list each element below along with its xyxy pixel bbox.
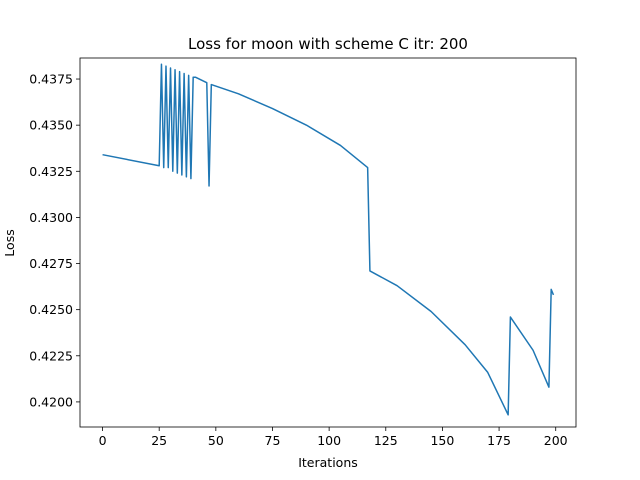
y-axis-ticks: 0.4200 0.4225 0.4250 0.4275 0.4300 0.4325 0.43…: [29, 72, 80, 409]
y-axis-label: Loss: [2, 229, 17, 256]
x-axis-ticks: 0 25 50 75 100 125 150 175 200: [99, 427, 568, 448]
x-tick-label: 0: [99, 433, 107, 448]
y-tick-label: 0.4225: [29, 348, 73, 363]
x-tick-label: 150: [430, 433, 454, 448]
x-tick-label: 200: [544, 433, 568, 448]
chart-title: Loss for moon with scheme C itr: 200: [188, 35, 468, 53]
x-tick-label: 75: [265, 433, 281, 448]
x-tick-label: 50: [208, 433, 224, 448]
y-tick-label: 0.4375: [29, 72, 73, 87]
plot-frame: [79, 57, 577, 428]
series-layer: [102, 63, 555, 416]
x-tick-label: 100: [317, 433, 341, 448]
x-tick-label: 175: [487, 433, 511, 448]
y-tick-label: 0.4200: [29, 394, 73, 409]
x-axis-label: Iterations: [298, 455, 358, 470]
y-tick-label: 0.4325: [29, 164, 73, 179]
y-tick-label: 0.4250: [29, 302, 73, 317]
x-tick-label: 25: [151, 433, 167, 448]
y-tick-label: 0.4300: [29, 210, 73, 225]
y-tick-label: 0.4350: [29, 118, 73, 133]
series-line-0: [102, 63, 555, 416]
x-tick-label: 125: [374, 433, 398, 448]
y-tick-label: 0.4275: [29, 256, 73, 271]
